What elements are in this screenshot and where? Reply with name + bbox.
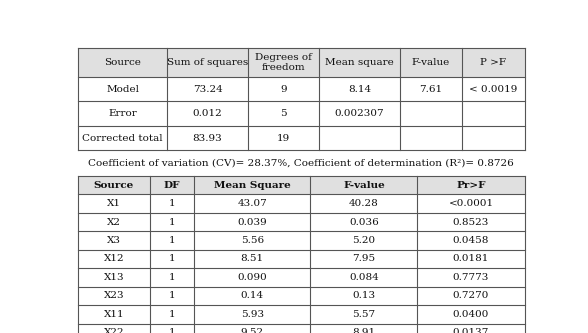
Text: Source: Source <box>104 58 141 67</box>
Text: 19: 19 <box>277 134 290 143</box>
Text: 0.0181: 0.0181 <box>453 254 489 263</box>
Text: 1: 1 <box>169 217 175 226</box>
Text: 43.07: 43.07 <box>238 199 267 208</box>
Text: 0.012: 0.012 <box>193 109 222 118</box>
Text: X12: X12 <box>103 254 124 263</box>
Text: 1: 1 <box>169 254 175 263</box>
Text: 0.14: 0.14 <box>240 291 264 300</box>
Text: 83.93: 83.93 <box>193 134 222 143</box>
Text: X1: X1 <box>107 199 121 208</box>
Text: 0.0137: 0.0137 <box>453 328 489 333</box>
Text: Degrees of
freedom: Degrees of freedom <box>255 53 312 72</box>
Text: 40.28: 40.28 <box>349 199 379 208</box>
Text: Source: Source <box>93 180 134 189</box>
Bar <box>78 176 524 194</box>
Text: 0.039: 0.039 <box>238 217 267 226</box>
Text: 0.8523: 0.8523 <box>453 217 489 226</box>
Text: 1: 1 <box>169 310 175 319</box>
Text: Pr>F: Pr>F <box>456 180 486 189</box>
Text: 1: 1 <box>169 328 175 333</box>
Text: 0.7270: 0.7270 <box>453 291 489 300</box>
Text: 73.24: 73.24 <box>193 85 222 94</box>
Text: 8.51: 8.51 <box>240 254 264 263</box>
Text: 0.0458: 0.0458 <box>453 236 489 245</box>
Text: 5: 5 <box>280 109 287 118</box>
Text: X2: X2 <box>107 217 121 226</box>
Text: Corrected total: Corrected total <box>82 134 163 143</box>
Bar <box>78 48 524 77</box>
Text: 7.95: 7.95 <box>352 254 375 263</box>
Text: Coefficient of variation (CV)= 28.37%, Coefficient of determination (R²)= 0.8726: Coefficient of variation (CV)= 28.37%, C… <box>88 159 514 167</box>
Text: 0.084: 0.084 <box>349 273 379 282</box>
Text: 9.52: 9.52 <box>240 328 264 333</box>
Text: DF: DF <box>163 180 180 189</box>
Text: 8.91: 8.91 <box>352 328 375 333</box>
Text: <0.0001: <0.0001 <box>449 199 493 208</box>
Text: Mean square: Mean square <box>325 58 394 67</box>
Text: X23: X23 <box>103 291 124 300</box>
Text: 7.61: 7.61 <box>419 85 442 94</box>
Text: X11: X11 <box>103 310 124 319</box>
Text: Sum of squares: Sum of squares <box>167 58 248 67</box>
Text: 5.93: 5.93 <box>240 310 264 319</box>
Text: 1: 1 <box>169 291 175 300</box>
Text: 5.57: 5.57 <box>352 310 375 319</box>
Text: 9: 9 <box>280 85 287 94</box>
Text: Error: Error <box>108 109 137 118</box>
Text: 8.14: 8.14 <box>348 85 371 94</box>
Text: F-value: F-value <box>343 180 385 189</box>
Text: 5.56: 5.56 <box>240 236 264 245</box>
Text: P >F: P >F <box>480 58 506 67</box>
Text: < 0.0019: < 0.0019 <box>469 85 517 94</box>
Text: 1: 1 <box>169 273 175 282</box>
Text: X3: X3 <box>107 236 121 245</box>
Text: 0.7773: 0.7773 <box>453 273 489 282</box>
Text: X13: X13 <box>103 273 124 282</box>
Text: X22: X22 <box>103 328 124 333</box>
Text: Model: Model <box>106 85 139 94</box>
Text: F-value: F-value <box>412 58 450 67</box>
Text: 5.20: 5.20 <box>352 236 375 245</box>
Text: 1: 1 <box>169 199 175 208</box>
Text: 0.002307: 0.002307 <box>335 109 384 118</box>
Text: Mean Square: Mean Square <box>214 180 290 189</box>
Text: 0.0400: 0.0400 <box>453 310 489 319</box>
Text: 0.036: 0.036 <box>349 217 379 226</box>
Text: 0.13: 0.13 <box>352 291 375 300</box>
Text: 1: 1 <box>169 236 175 245</box>
Text: 0.090: 0.090 <box>238 273 267 282</box>
